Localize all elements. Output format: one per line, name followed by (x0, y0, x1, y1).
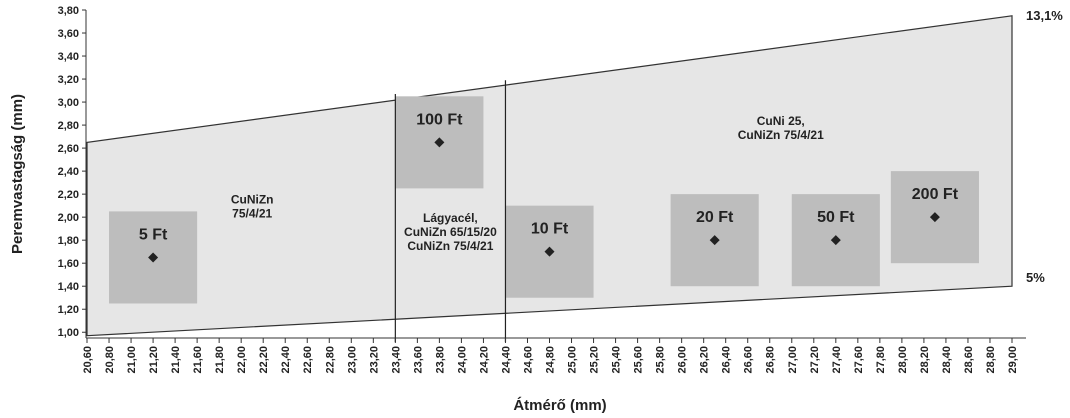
y-tick-label-8: 2,60 (58, 143, 79, 155)
y-tick-label-13: 3,60 (58, 28, 79, 40)
x-tick-label-24: 25,40 (611, 346, 623, 374)
x-tick-label-32: 27,00 (787, 346, 799, 374)
upper-band-label: 13,1% (1026, 8, 1063, 23)
x-tick-label-9: 22,40 (280, 346, 292, 374)
y-tick-label-12: 3,40 (58, 51, 79, 63)
x-tick-label-8: 22,20 (258, 346, 270, 374)
x-tick-label-21: 24,80 (545, 346, 557, 374)
x-tick-label-7: 22,00 (236, 346, 248, 374)
labels: CuNiZn 75/4/21 Lágyacél, CuNiZn 65/15/20 CuN… (139, 111, 959, 252)
x-tick-label-12: 23,00 (346, 346, 358, 374)
x-tick-label-29: 26,40 (721, 346, 733, 374)
y-tick-label-2: 1,40 (58, 281, 79, 293)
x-tick-label-5: 21,60 (192, 346, 204, 374)
y-tick-label-6: 2,20 (58, 189, 79, 201)
coin-marker-0 (148, 252, 159, 263)
x-tick-label-20: 24,60 (522, 346, 534, 374)
x-tick-label-26: 25,80 (655, 346, 667, 374)
coin-label-4: 50 Ft (817, 209, 855, 226)
coin-label-3: 20 Ft (696, 209, 734, 226)
y-tick-label-0: 1,00 (58, 327, 79, 339)
x-axis-title: Átmérő (mm) (513, 397, 606, 414)
x-tick-label-14: 23,40 (390, 346, 402, 374)
x-tick-label-37: 28,00 (897, 346, 909, 374)
coin-label-1: 100 Ft (416, 111, 463, 128)
region-label-1: Lágyacél, CuNiZn 65/15/20 CuNiZn 75/4/21 (404, 211, 497, 253)
dividers (394, 80, 507, 342)
y-tick-label-4: 1,80 (58, 235, 79, 247)
y-tick-label-9: 2,80 (58, 120, 79, 132)
y-tick-label-3: 1,60 (58, 258, 79, 270)
x-tick-label-19: 24,40 (500, 346, 512, 374)
x-tick-label-3: 21,20 (148, 346, 160, 374)
x-tick-label-11: 22,80 (324, 346, 336, 374)
x-tick-label-42: 29,00 (1007, 346, 1019, 374)
x-tick-label-4: 21,40 (170, 346, 182, 374)
x-tick-label-36: 27,80 (875, 346, 887, 374)
coin-marker-5 (929, 212, 940, 223)
y-tick-label-1: 1,20 (58, 304, 79, 316)
y-tick-label-10: 3,00 (58, 97, 79, 109)
x-tick-label-40: 28,60 (963, 346, 975, 374)
tolerance-band (86, 15, 1013, 337)
x-tick-label-28: 26,20 (699, 346, 711, 374)
coin-label-2: 10 Ft (531, 221, 569, 238)
x-tick-label-41: 28,80 (985, 346, 997, 374)
x-tick-label-34: 27,40 (831, 346, 843, 374)
x-tick-label-13: 23,20 (368, 346, 380, 374)
x-tick-label-27: 26,00 (677, 346, 689, 374)
y-tick-label-14: 3,80 (58, 5, 79, 17)
x-tick-label-39: 28,40 (941, 346, 953, 374)
x-tick-label-16: 23,80 (434, 346, 446, 374)
coin-marker-4 (830, 235, 841, 246)
x-tick-label-31: 26,80 (765, 346, 777, 374)
y-tick-label-5: 2,00 (58, 212, 79, 224)
tolerance-band-area (86, 15, 1013, 337)
x-tick-label-6: 21,80 (214, 346, 226, 374)
coin-marker-2 (544, 246, 555, 257)
x-tick-label-2: 21,00 (126, 346, 138, 374)
x-tick-label-22: 25,00 (567, 346, 579, 374)
coin-marker-3 (709, 235, 720, 246)
x-tick-label-25: 25,60 (633, 346, 645, 374)
x-tick-label-33: 27,20 (809, 346, 821, 374)
region-label-0: CuNiZn 75/4/21 (231, 192, 274, 220)
x-tick-label-0: 20,60 (82, 346, 94, 374)
x-tick-label-35: 27,60 (853, 346, 865, 374)
axes: 1,00 1,20 1,40 1,60 1,80 2,00 2,20 2,40 2,60 2,80… (58, 5, 1026, 374)
x-tick-label-23: 25,20 (589, 346, 601, 374)
x-tick-label-38: 28,20 (919, 346, 931, 374)
markers (148, 137, 940, 263)
x-tick-label-10: 22,60 (302, 346, 314, 374)
coin-label-0: 5 Ft (139, 226, 168, 243)
y-axis-title: Peremvastagság (mm) (9, 94, 26, 254)
y-tick-label-7: 2,40 (58, 166, 79, 178)
lower-band-label: 5% (1026, 270, 1045, 285)
y-tick-label-11: 3,20 (58, 74, 79, 86)
coin-label-5: 200 Ft (912, 186, 959, 203)
coin-marker-1 (434, 137, 445, 148)
x-tick-label-1: 20,80 (104, 346, 116, 374)
x-tick-label-30: 26,60 (743, 346, 755, 374)
x-tick-label-18: 24,20 (478, 346, 490, 374)
x-tick-label-17: 24,00 (456, 346, 468, 374)
region-label-2: CuNi 25, CuNiZn 75/4/21 (738, 114, 824, 142)
x-tick-label-15: 23,60 (412, 346, 424, 374)
